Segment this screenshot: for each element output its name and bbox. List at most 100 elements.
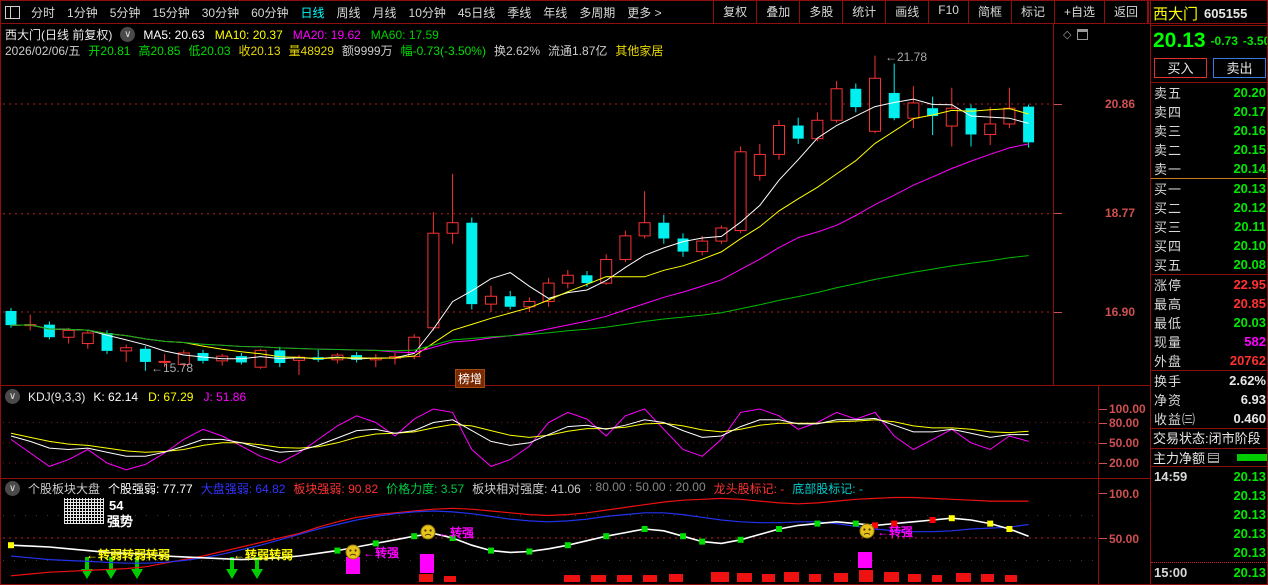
tick-row: 15:00 20.13 [1151,562,1267,581]
period-item-13[interactable]: 年线 [543,5,568,20]
kdj-axis-label: 80.00 [1109,416,1140,430]
bid-row[interactable]: 买三 20.11 [1151,217,1267,236]
divider [1151,428,1267,429]
trade-status: 交易状态:闭市阶段 [1151,429,1267,449]
divider [1,478,1150,479]
level-price: 2.62% [1229,373,1266,388]
tool-item-10[interactable]: 返回 [1103,1,1148,23]
level-label: 卖四 [1154,105,1183,120]
level-price: 0.460 [1233,411,1266,426]
price-axis-label: 20.86 [1105,97,1136,111]
axis-tick [1054,213,1062,214]
period-item-4[interactable]: 15分钟 [152,5,190,20]
stat-rows-2: 换手 2.62% 净资 6.93 收益㈢ 0.460 [1151,371,1267,428]
tool-item-6[interactable]: F10 [928,1,968,23]
stat-row: 最高 20.85 [1151,294,1267,313]
period-item-5[interactable]: 30分钟 [201,5,240,20]
period-item-12[interactable]: 季线 [507,5,532,20]
stat-row: 最低 20.03 [1151,313,1267,332]
divider [1,23,1267,24]
level-price: 20.15 [1233,142,1266,157]
level-label: 买一 [1154,182,1183,197]
level-price: 20.08 [1233,257,1266,272]
bid-row[interactable]: 买一 20.13 [1151,179,1267,198]
level-price: 20.13 [1233,181,1266,196]
collapse-chevron-icon[interactable]: ∨ [5,389,20,404]
layout-split-icon[interactable] [5,5,20,19]
level-label: 卖一 [1154,162,1183,177]
level-label: 收益㈢ [1154,412,1197,427]
ask-row[interactable]: 卖五 20.20 [1151,83,1267,102]
divider [1151,370,1267,371]
period-item-2[interactable]: 1分钟 [67,5,98,20]
collapse-chevron-icon[interactable]: ∨ [5,481,20,496]
weak-signal-label: ←转弱转弱 [233,548,294,562]
tool-item-7[interactable]: 简框 [967,1,1011,23]
period-item-7[interactable]: 日线 [300,5,325,20]
bid-row[interactable]: 买二 20.12 [1151,198,1267,217]
ask-row[interactable]: 卖四 20.17 [1151,102,1267,121]
tool-item-3[interactable]: 多股 [799,1,842,23]
level-label: 买四 [1154,239,1183,254]
ask-row[interactable]: 卖一 20.14 [1151,159,1267,178]
tool-item-2[interactable]: 叠加 [756,1,799,23]
period-item-15[interactable]: 更多 > [627,5,662,20]
tick-price: 20.13 [1233,526,1266,541]
tick-time: 15:00 [1154,564,1188,580]
level-label: 卖五 [1154,86,1183,101]
period-item-3[interactable]: 5分钟 [109,5,141,20]
buy-button[interactable]: 买入 [1154,57,1207,78]
axis-tick [1099,409,1107,410]
tool-item-1[interactable]: 复权 [713,1,756,23]
tool-item-8[interactable]: 标记 [1010,1,1054,23]
price-axis-label: 16.90 [1105,305,1136,319]
price-row: 20.13 -0.73 -3.50% [1151,26,1267,56]
main-force-row: 主力净额 [1151,449,1267,467]
strength-score: 54 [109,498,124,513]
period-item-8[interactable]: 周线 [336,5,361,20]
trade-buttons: 买入 卖出 [1151,56,1267,83]
level-label: 换手 [1154,374,1183,389]
period-item-9[interactable]: 月线 [372,5,397,20]
tick-row: 20.13 [1151,524,1267,543]
ask-row[interactable]: 卖三 20.16 [1151,121,1267,140]
bid-row[interactable]: 买四 20.10 [1151,236,1267,255]
period-item-1[interactable]: 分时 [31,5,56,20]
tool-item-4[interactable]: 统计 [842,1,885,23]
stat-rows: 涨停 22.95 最高 20.85 最低 20.03 现量 582 外盘 20762 [1151,275,1267,370]
top-menu-bar: 分时 1分钟 5分钟 15分钟 30分钟 60分钟 日线 周线 月线 10分钟 45日线 季线 年线 多周… [1,1,1149,23]
stat-row: 外盘 20762 [1151,351,1267,370]
period-item-14[interactable]: 多周期 [579,5,616,20]
tool-item-5[interactable]: 画线 [885,1,928,23]
bid-row[interactable]: 买五 20.08 [1151,255,1267,274]
sell-button[interactable]: 卖出 [1213,57,1266,78]
overlapped-text-blob [64,498,104,524]
level-label: 最低 [1154,316,1183,331]
price-axis-label: 18.77 [1105,206,1136,220]
period-item-6[interactable]: 60分钟 [251,5,289,20]
tick-time: 14:59 [1154,469,1188,484]
axis-tick [1099,493,1107,494]
tick-row: 14:59 20.13 [1151,467,1267,486]
level-label: 现量 [1154,335,1183,350]
list-icon[interactable] [1208,452,1220,463]
strength-axis-label: 100.0 [1109,487,1140,501]
level-price: 20.03 [1233,315,1266,330]
level-price: 20.16 [1233,123,1266,138]
axis-tick [1099,538,1107,539]
main-force-label: 主力净额 [1153,451,1206,466]
level-price: 20.12 [1233,200,1266,215]
level-label: 买二 [1154,201,1183,216]
ask-row[interactable]: 卖二 20.15 [1151,140,1267,159]
window-icon[interactable] [1077,29,1089,40]
tool-item-9[interactable]: +自选 [1053,1,1104,23]
axis-tick [1099,463,1107,464]
collapse-chevron-icon[interactable]: ∨ [120,27,136,42]
level-label: 涨停 [1154,278,1183,293]
diamond-icon[interactable]: ◇ [1063,29,1072,41]
period-item-10[interactable]: 10分钟 [408,5,446,20]
period-item-11[interactable]: 45日线 [457,5,496,20]
kdj-axis-label: 20.00 [1109,456,1140,470]
axis-tick [1099,423,1107,424]
